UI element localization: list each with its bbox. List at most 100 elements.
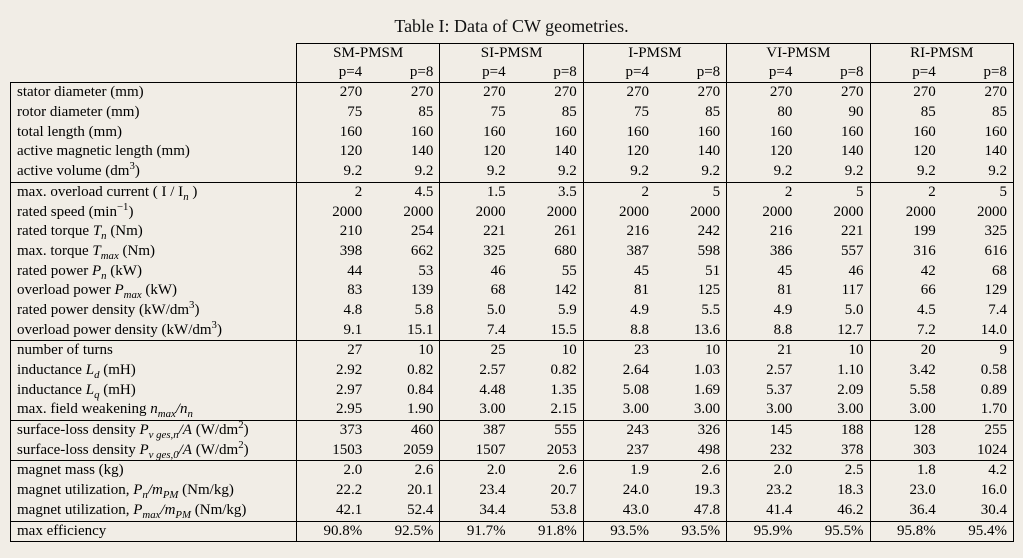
table-row: surface-loss density Pv ges,n/A (W/dm2)3… bbox=[11, 421, 1014, 441]
cell-value: 14.0 bbox=[942, 321, 1014, 341]
cell-value: 75 bbox=[583, 103, 655, 123]
cell-value: 91.8% bbox=[512, 521, 584, 542]
cell-value: 36.4 bbox=[870, 501, 942, 521]
column-group-header: RI-PMSM bbox=[870, 44, 1013, 63]
cell-value: 41.4 bbox=[727, 501, 799, 521]
cell-value: 44 bbox=[297, 262, 369, 282]
cell-value: 2059 bbox=[368, 441, 440, 461]
cell-value: 1.10 bbox=[798, 361, 870, 381]
cell-value: 160 bbox=[798, 123, 870, 143]
cell-value: 387 bbox=[583, 242, 655, 262]
cell-value: 68 bbox=[942, 262, 1014, 282]
cell-value: 85 bbox=[368, 103, 440, 123]
cell-value: 46.2 bbox=[798, 501, 870, 521]
cell-value: 1.9 bbox=[583, 461, 655, 481]
cell-value: 160 bbox=[512, 123, 584, 143]
cell-value: 4.5 bbox=[368, 182, 440, 202]
cell-value: 0.89 bbox=[942, 381, 1014, 401]
cell-value: 120 bbox=[870, 142, 942, 162]
cell-value: 45 bbox=[727, 262, 799, 282]
cell-value: 53.8 bbox=[512, 501, 584, 521]
cell-value: 95.8% bbox=[870, 521, 942, 542]
table-caption: Table I: Data of CW geometries. bbox=[10, 16, 1013, 37]
cell-value: 93.5% bbox=[583, 521, 655, 542]
cell-value: 2.5 bbox=[798, 461, 870, 481]
cell-value: 261 bbox=[512, 222, 584, 242]
cell-value: 270 bbox=[655, 83, 727, 103]
cell-value: 25 bbox=[440, 341, 512, 361]
cell-value: 9.2 bbox=[512, 162, 584, 182]
cell-value: 12.7 bbox=[798, 321, 870, 341]
cell-value: 2 bbox=[870, 182, 942, 202]
cell-value: 10 bbox=[512, 341, 584, 361]
cell-value: 325 bbox=[942, 222, 1014, 242]
cell-value: 5.0 bbox=[440, 301, 512, 321]
row-label: active volume (dm3) bbox=[11, 162, 297, 182]
cell-value: 16.0 bbox=[942, 481, 1014, 501]
cell-value: 140 bbox=[512, 142, 584, 162]
cell-value: 316 bbox=[870, 242, 942, 262]
cell-value: 5 bbox=[655, 182, 727, 202]
cell-value: 42.1 bbox=[297, 501, 369, 521]
cell-value: 85 bbox=[942, 103, 1014, 123]
cell-value: 3.00 bbox=[655, 400, 727, 420]
cell-value: 1507 bbox=[440, 441, 512, 461]
cell-value: 142 bbox=[512, 281, 584, 301]
cell-value: 160 bbox=[727, 123, 799, 143]
cell-value: 9.2 bbox=[655, 162, 727, 182]
cell-value: 232 bbox=[727, 441, 799, 461]
cell-value: 3.00 bbox=[440, 400, 512, 420]
cell-value: 20.1 bbox=[368, 481, 440, 501]
cell-value: 2.57 bbox=[727, 361, 799, 381]
cell-value: 7.4 bbox=[942, 301, 1014, 321]
data-table: SM-PMSMSI-PMSMI-PMSMVI-PMSMRI-PMSMp=4p=8… bbox=[10, 43, 1014, 542]
cell-value: 23.2 bbox=[727, 481, 799, 501]
cell-value: 5.08 bbox=[583, 381, 655, 401]
cell-value: 45 bbox=[583, 262, 655, 282]
cell-value: 13.6 bbox=[655, 321, 727, 341]
cell-value: 188 bbox=[798, 421, 870, 441]
cell-value: 95.5% bbox=[798, 521, 870, 542]
cell-value: 460 bbox=[368, 421, 440, 441]
cell-value: 662 bbox=[368, 242, 440, 262]
table-body: stator diameter (mm)27027027027027027027… bbox=[11, 83, 1014, 542]
cell-value: 34.4 bbox=[440, 501, 512, 521]
cell-value: 5.8 bbox=[368, 301, 440, 321]
cell-value: 8.8 bbox=[727, 321, 799, 341]
cell-value: 2000 bbox=[655, 203, 727, 223]
column-sub-header: p=8 bbox=[368, 63, 440, 83]
column-group-header: I-PMSM bbox=[583, 44, 726, 63]
cell-value: 140 bbox=[798, 142, 870, 162]
cell-value: 2.64 bbox=[583, 361, 655, 381]
cell-value: 2000 bbox=[727, 203, 799, 223]
cell-value: 5.5 bbox=[655, 301, 727, 321]
cell-value: 160 bbox=[297, 123, 369, 143]
table-row: rated torque Tn (Nm)21025422126121624221… bbox=[11, 222, 1014, 242]
cell-value: 2.97 bbox=[297, 381, 369, 401]
cell-value: 120 bbox=[297, 142, 369, 162]
table-row: number of turns2710251023102110209 bbox=[11, 341, 1014, 361]
cell-value: 90.8% bbox=[297, 521, 369, 542]
cell-value: 4.48 bbox=[440, 381, 512, 401]
cell-value: 3.5 bbox=[512, 182, 584, 202]
cell-value: 9.2 bbox=[727, 162, 799, 182]
table-row: max. field weakening nmax/nn2.951.903.00… bbox=[11, 400, 1014, 420]
cell-value: 95.4% bbox=[942, 521, 1014, 542]
row-label: surface-loss density Pv ges,n/A (W/dm2) bbox=[11, 421, 297, 441]
row-label: magnet utilization, Pn/mPM (Nm/kg) bbox=[11, 481, 297, 501]
table-row: overload power density (kW/dm3)9.115.17.… bbox=[11, 321, 1014, 341]
cell-value: 140 bbox=[942, 142, 1014, 162]
cell-value: 46 bbox=[798, 262, 870, 282]
cell-value: 83 bbox=[297, 281, 369, 301]
table-row: rated speed (min−1)200020002000200020002… bbox=[11, 203, 1014, 223]
table-container: Table I: Data of CW geometries. SM-PMSMS… bbox=[10, 16, 1013, 542]
cell-value: 24.0 bbox=[583, 481, 655, 501]
column-sub-header: p=4 bbox=[440, 63, 512, 83]
cell-value: 373 bbox=[297, 421, 369, 441]
table-row: max efficiency90.8%92.5%91.7%91.8%93.5%9… bbox=[11, 521, 1014, 542]
cell-value: 20 bbox=[870, 341, 942, 361]
column-group-header: SI-PMSM bbox=[440, 44, 583, 63]
cell-value: 81 bbox=[583, 281, 655, 301]
row-label: rated power Pn (kW) bbox=[11, 262, 297, 282]
cell-value: 160 bbox=[583, 123, 655, 143]
